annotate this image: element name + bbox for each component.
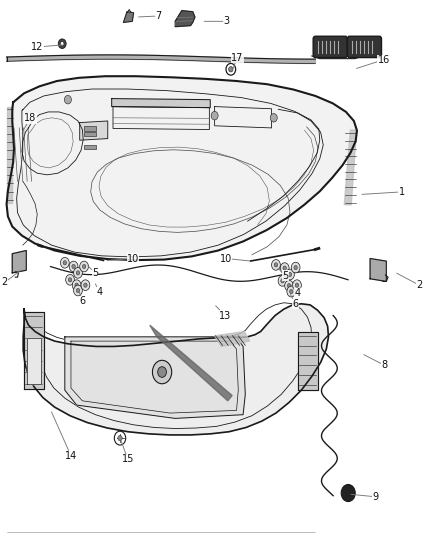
Polygon shape bbox=[298, 332, 318, 390]
Text: 10: 10 bbox=[107, 254, 139, 263]
Circle shape bbox=[274, 263, 278, 267]
Circle shape bbox=[66, 274, 74, 285]
Circle shape bbox=[60, 257, 69, 268]
Circle shape bbox=[69, 261, 78, 272]
Circle shape bbox=[74, 285, 82, 296]
Circle shape bbox=[72, 280, 81, 290]
Circle shape bbox=[280, 263, 289, 273]
Text: 3: 3 bbox=[204, 17, 230, 26]
Circle shape bbox=[272, 260, 280, 270]
Text: 8: 8 bbox=[364, 354, 387, 370]
Text: 12: 12 bbox=[32, 42, 62, 52]
Polygon shape bbox=[7, 107, 12, 203]
Circle shape bbox=[84, 283, 87, 287]
Polygon shape bbox=[24, 312, 44, 389]
Text: 5: 5 bbox=[88, 266, 98, 278]
Circle shape bbox=[152, 360, 172, 384]
Polygon shape bbox=[370, 259, 386, 281]
Polygon shape bbox=[175, 11, 195, 27]
Text: 2: 2 bbox=[397, 273, 422, 290]
Polygon shape bbox=[215, 332, 250, 346]
Circle shape bbox=[76, 288, 80, 293]
Polygon shape bbox=[7, 76, 357, 260]
Bar bbox=[84, 145, 96, 149]
Text: 16: 16 bbox=[357, 55, 390, 68]
Bar bbox=[84, 132, 96, 136]
Circle shape bbox=[291, 262, 300, 273]
Circle shape bbox=[295, 283, 299, 287]
Text: 1: 1 bbox=[362, 187, 405, 197]
Text: 6: 6 bbox=[290, 295, 299, 309]
Circle shape bbox=[286, 269, 294, 280]
Circle shape bbox=[211, 111, 218, 120]
Circle shape bbox=[294, 265, 297, 270]
Text: 6: 6 bbox=[79, 292, 86, 306]
Text: 4: 4 bbox=[291, 285, 300, 298]
Circle shape bbox=[278, 276, 287, 286]
Polygon shape bbox=[124, 12, 134, 22]
Polygon shape bbox=[27, 338, 41, 384]
Text: 13: 13 bbox=[215, 306, 231, 320]
Circle shape bbox=[75, 283, 78, 287]
Circle shape bbox=[82, 264, 86, 269]
Circle shape bbox=[287, 286, 296, 297]
Circle shape bbox=[74, 268, 82, 278]
Text: 17: 17 bbox=[231, 53, 244, 71]
Text: 18: 18 bbox=[22, 114, 36, 132]
Circle shape bbox=[58, 39, 66, 49]
Circle shape bbox=[64, 95, 71, 104]
Circle shape bbox=[283, 266, 286, 270]
Text: 15: 15 bbox=[121, 441, 134, 464]
Text: 7: 7 bbox=[138, 11, 162, 21]
Text: 4: 4 bbox=[95, 284, 102, 297]
Circle shape bbox=[288, 272, 292, 277]
Bar bbox=[84, 126, 96, 131]
Circle shape bbox=[72, 264, 75, 269]
Text: 14: 14 bbox=[52, 412, 77, 461]
Circle shape bbox=[118, 435, 122, 441]
Circle shape bbox=[63, 261, 67, 265]
Text: 10: 10 bbox=[220, 254, 249, 263]
Text: 9: 9 bbox=[351, 492, 378, 502]
Circle shape bbox=[229, 67, 233, 72]
Circle shape bbox=[285, 280, 293, 291]
Circle shape bbox=[270, 114, 277, 122]
Circle shape bbox=[76, 271, 80, 275]
Circle shape bbox=[68, 278, 72, 282]
Polygon shape bbox=[112, 99, 210, 108]
Circle shape bbox=[80, 261, 88, 272]
Polygon shape bbox=[344, 130, 357, 205]
Polygon shape bbox=[23, 304, 328, 435]
Circle shape bbox=[81, 280, 90, 290]
Polygon shape bbox=[7, 55, 315, 63]
Circle shape bbox=[293, 280, 301, 290]
Text: 5: 5 bbox=[278, 269, 289, 280]
Circle shape bbox=[341, 484, 355, 502]
Circle shape bbox=[158, 367, 166, 377]
Polygon shape bbox=[80, 121, 108, 140]
Circle shape bbox=[281, 279, 284, 283]
Circle shape bbox=[290, 289, 293, 294]
Text: 2: 2 bbox=[2, 271, 20, 287]
Polygon shape bbox=[65, 337, 245, 418]
Polygon shape bbox=[12, 251, 26, 273]
Circle shape bbox=[60, 42, 64, 46]
Polygon shape bbox=[150, 325, 232, 401]
Circle shape bbox=[287, 284, 291, 288]
FancyBboxPatch shape bbox=[313, 36, 347, 58]
FancyBboxPatch shape bbox=[347, 36, 381, 58]
